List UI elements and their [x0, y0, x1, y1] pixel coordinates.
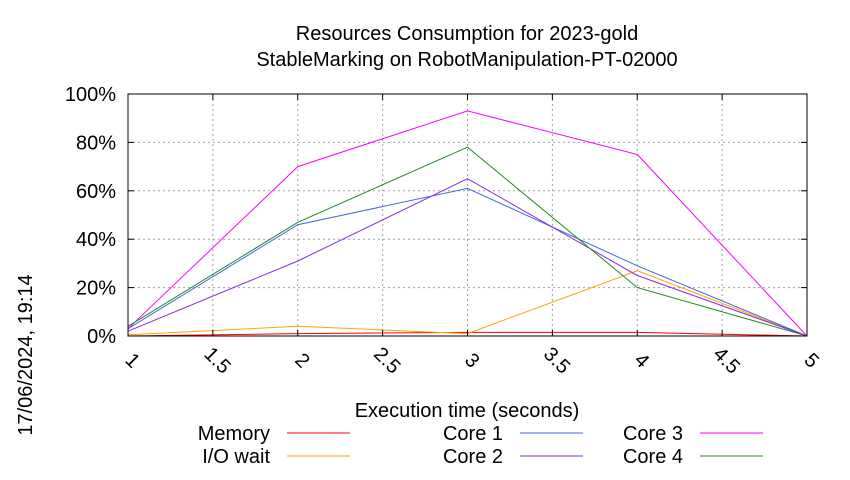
- y-tick-label: 40%: [76, 229, 116, 251]
- grid-layer: [128, 94, 807, 336]
- y-tick-label: 100%: [65, 84, 116, 106]
- x-tick-label: 1.5: [200, 343, 235, 378]
- x-tick-label: 3: [460, 349, 483, 372]
- series-line-core-4: [127, 146, 808, 337]
- chart-title: Resources Consumption for 2023-gold: [296, 23, 638, 45]
- y-tick-label: 0%: [87, 326, 116, 348]
- x-tick-label: 4.5: [709, 343, 744, 378]
- legend-label-core-4: Core 4: [623, 446, 683, 468]
- x-tick-label: 5: [800, 349, 823, 372]
- y-tick-label: 80%: [76, 132, 116, 154]
- legend-label-i-o-wait: I/O wait: [202, 446, 270, 468]
- series-line-core-2: [127, 178, 808, 337]
- chart-subtitle: StableMarking on RobotManipulation-PT-02…: [256, 49, 677, 71]
- legend-label-core-3: Core 3: [623, 423, 683, 445]
- legend-label-memory: Memory: [198, 423, 270, 445]
- x-tick-label: 2: [290, 349, 313, 372]
- x-tick-label: 1: [121, 349, 144, 372]
- series-line-core-1: [127, 187, 808, 337]
- timestamp-label: 17/06/2024, 19:14: [15, 274, 37, 435]
- legend-label-core-1: Core 1: [443, 423, 503, 445]
- x-axis-label: Execution time (seconds): [355, 400, 580, 422]
- legend-label-core-2: Core 2: [443, 446, 503, 468]
- y-tick-label: 60%: [76, 181, 116, 203]
- y-tick-label: 20%: [76, 278, 116, 300]
- x-tick-label: 3.5: [539, 343, 574, 378]
- series-line-core-3: [127, 110, 808, 337]
- x-tick-label: 2.5: [369, 343, 404, 378]
- x-tick-label: 4: [630, 349, 653, 372]
